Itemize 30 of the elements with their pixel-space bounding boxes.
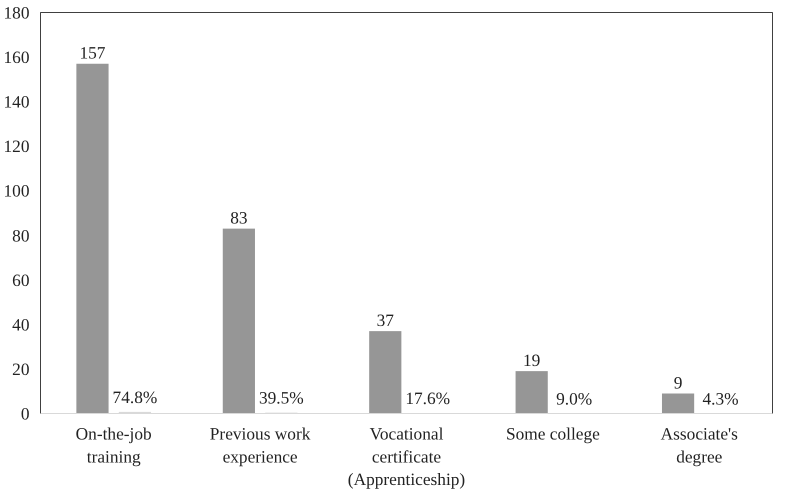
- x-tick-label: Previous work experience: [210, 424, 311, 466]
- y-tick-label: 140: [4, 92, 30, 112]
- data-label: 17.6%: [405, 389, 450, 408]
- data-label: 74.8%: [112, 388, 158, 407]
- data-label: 4.3%: [702, 389, 739, 408]
- x-tick-label: On-the-job training: [76, 424, 152, 466]
- data-label: 9.0%: [556, 389, 592, 408]
- data-label: 39.5%: [258, 388, 304, 408]
- data-label: 37: [376, 311, 394, 330]
- y-tick-label: 180: [4, 4, 30, 22]
- y-tick-label: 120: [4, 137, 30, 156]
- y-tick-label: 100: [4, 182, 30, 201]
- y-tick-label: 80: [12, 226, 30, 246]
- bar: [76, 64, 109, 414]
- bar: [662, 393, 694, 414]
- data-label: 157: [79, 44, 106, 63]
- y-tick-label: 60: [12, 270, 30, 290]
- bar: [369, 331, 402, 414]
- y-tick-label: 20: [12, 360, 30, 379]
- y-tick-label: 40: [12, 315, 30, 334]
- data-label: 83: [230, 208, 248, 228]
- bar: [222, 228, 255, 414]
- x-tick-label: Some college: [506, 424, 600, 444]
- bar: [516, 371, 548, 414]
- x-tick-label: Vocational certificate (Apprenticeship): [348, 424, 466, 490]
- y-tick-label: 0: [20, 404, 30, 424]
- y-tick-label: 160: [4, 48, 30, 68]
- x-tick-label: Associate's degree: [660, 424, 738, 466]
- data-label: 19: [523, 351, 540, 370]
- data-label: 9: [674, 373, 682, 392]
